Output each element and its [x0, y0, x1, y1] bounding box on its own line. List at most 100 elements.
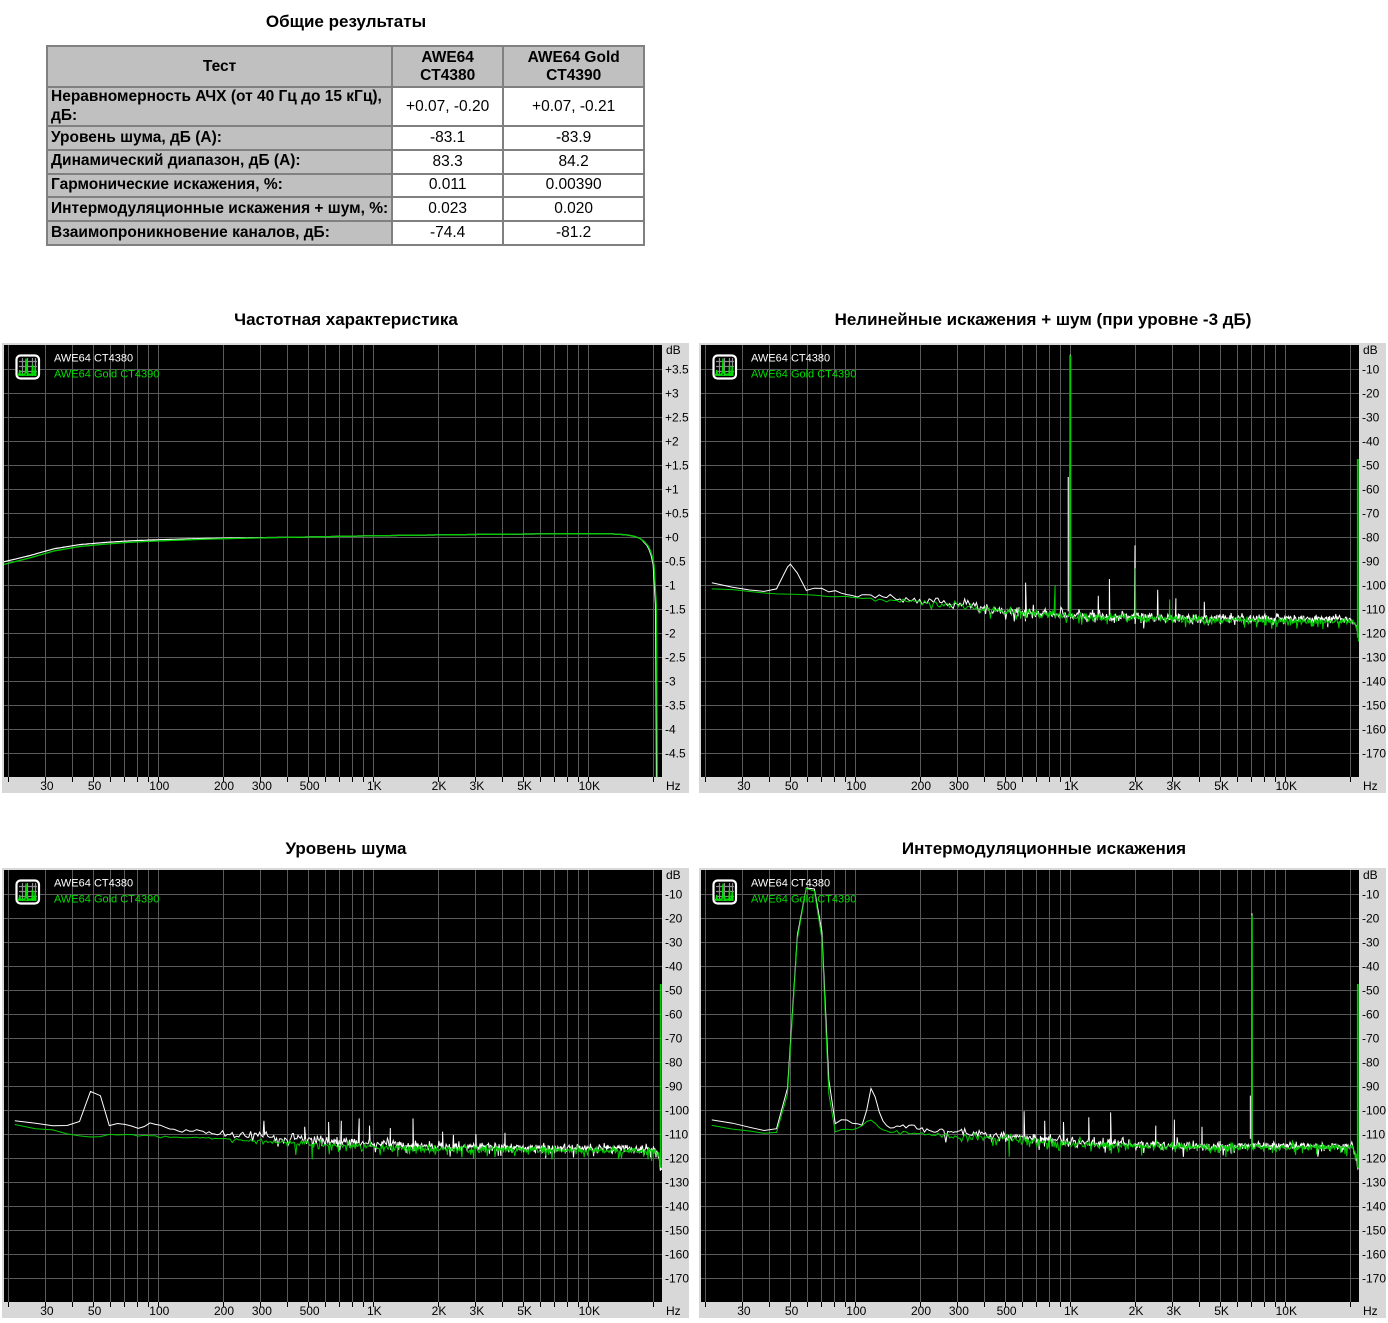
- svg-text:-60: -60: [1362, 483, 1380, 497]
- svg-text:-130: -130: [1362, 1176, 1386, 1190]
- svg-text:+2.5: +2.5: [665, 411, 689, 425]
- svg-text:2K: 2K: [1129, 1304, 1144, 1318]
- svg-text:100: 100: [149, 1304, 169, 1318]
- svg-text:+3: +3: [665, 387, 679, 401]
- svg-text:-20: -20: [1362, 912, 1380, 926]
- svg-text:-20: -20: [1362, 387, 1380, 401]
- svg-text:-80: -80: [1362, 1056, 1380, 1070]
- svg-text:+3.5: +3.5: [665, 363, 689, 377]
- svg-text:-160: -160: [1362, 1248, 1386, 1262]
- svg-text:-60: -60: [1362, 1008, 1380, 1022]
- svg-text:10K: 10K: [1276, 1304, 1297, 1318]
- svg-text:Hz: Hz: [1363, 1304, 1378, 1318]
- svg-text:5K: 5K: [1214, 1304, 1229, 1318]
- svg-text:1K: 1K: [367, 1304, 382, 1318]
- svg-text:-100: -100: [665, 1104, 689, 1118]
- svg-text:-60: -60: [665, 1008, 683, 1022]
- svg-text:200: 200: [911, 779, 931, 793]
- svg-text:10K: 10K: [1276, 779, 1297, 793]
- svg-text:+1.5: +1.5: [665, 459, 689, 473]
- svg-text:200: 200: [214, 1304, 234, 1318]
- svg-text:-90: -90: [665, 1080, 683, 1094]
- svg-text:5K: 5K: [517, 779, 532, 793]
- svg-text:Hz: Hz: [666, 1304, 681, 1318]
- svg-text:30: 30: [737, 1304, 751, 1318]
- svg-text:3K: 3K: [1167, 779, 1182, 793]
- svg-text:300: 300: [252, 779, 272, 793]
- svg-text:dB: dB: [1363, 343, 1378, 357]
- svg-text:1K: 1K: [1064, 779, 1079, 793]
- svg-text:-40: -40: [665, 960, 683, 974]
- svg-text:50: 50: [88, 1304, 102, 1318]
- svg-text:-50: -50: [1362, 984, 1380, 998]
- svg-text:AWE64 CT4380: AWE64 CT4380: [54, 878, 133, 890]
- svg-text:3K: 3K: [470, 779, 485, 793]
- svg-text:100: 100: [846, 779, 866, 793]
- svg-text:-90: -90: [1362, 555, 1380, 569]
- svg-text:-130: -130: [1362, 651, 1386, 665]
- svg-text:-1: -1: [665, 579, 676, 593]
- svg-text:500: 500: [300, 779, 320, 793]
- svg-text:30: 30: [40, 779, 54, 793]
- svg-text:-1.5: -1.5: [665, 603, 686, 617]
- svg-text:-4: -4: [665, 723, 676, 737]
- svg-text:-100: -100: [1362, 1104, 1386, 1118]
- svg-text:-20: -20: [665, 912, 683, 926]
- svg-text:-30: -30: [1362, 936, 1380, 950]
- svg-text:-170: -170: [1362, 747, 1386, 761]
- svg-text:50: 50: [785, 1304, 799, 1318]
- svg-text:-120: -120: [665, 1152, 689, 1166]
- svg-text:-3.5: -3.5: [665, 699, 686, 713]
- svg-text:dB: dB: [666, 343, 681, 357]
- svg-text:-4.5: -4.5: [665, 747, 686, 761]
- svg-text:-150: -150: [1362, 699, 1386, 713]
- svg-text:-50: -50: [1362, 459, 1380, 473]
- svg-text:300: 300: [949, 1304, 969, 1318]
- svg-text:-0.5: -0.5: [665, 555, 686, 569]
- svg-text:50: 50: [88, 779, 102, 793]
- svg-text:2K: 2K: [432, 1304, 447, 1318]
- svg-text:AWE64 CT4380: AWE64 CT4380: [751, 878, 830, 890]
- svg-text:+2: +2: [665, 435, 679, 449]
- svg-text:-140: -140: [1362, 1200, 1386, 1214]
- svg-text:AWE64 Gold CT4390: AWE64 Gold CT4390: [751, 369, 856, 381]
- svg-text:-170: -170: [1362, 1272, 1386, 1286]
- svg-text:-30: -30: [1362, 411, 1380, 425]
- svg-text:-10: -10: [1362, 363, 1380, 377]
- svg-text:-150: -150: [1362, 1224, 1386, 1238]
- svg-text:300: 300: [949, 779, 969, 793]
- svg-text:-140: -140: [1362, 675, 1386, 689]
- svg-text:dB: dB: [666, 868, 681, 882]
- svg-text:+0: +0: [665, 531, 679, 545]
- svg-text:-2: -2: [665, 627, 676, 641]
- svg-text:2K: 2K: [1129, 779, 1144, 793]
- svg-text:-40: -40: [1362, 960, 1380, 974]
- svg-text:-110: -110: [1362, 1128, 1385, 1142]
- svg-text:-120: -120: [1362, 1152, 1386, 1166]
- svg-text:AWE64 CT4380: AWE64 CT4380: [54, 353, 133, 365]
- svg-text:-3: -3: [665, 675, 676, 689]
- svg-text:-100: -100: [1362, 579, 1386, 593]
- svg-text:Hz: Hz: [666, 779, 681, 793]
- svg-text:-80: -80: [1362, 531, 1380, 545]
- svg-text:-80: -80: [665, 1056, 683, 1070]
- svg-text:AWE64 Gold CT4390: AWE64 Gold CT4390: [54, 894, 159, 906]
- svg-text:AWE64 Gold CT4390: AWE64 Gold CT4390: [54, 369, 159, 381]
- svg-text:dB: dB: [1363, 868, 1378, 882]
- svg-text:-160: -160: [665, 1248, 689, 1262]
- svg-text:1K: 1K: [1064, 1304, 1079, 1318]
- svg-text:AWE64 CT4380: AWE64 CT4380: [751, 353, 830, 365]
- svg-text:-170: -170: [665, 1272, 689, 1286]
- svg-text:AWE64 Gold CT4390: AWE64 Gold CT4390: [751, 894, 856, 906]
- svg-text:-120: -120: [1362, 627, 1386, 641]
- svg-text:-70: -70: [665, 1032, 683, 1046]
- svg-text:-110: -110: [1362, 603, 1385, 617]
- svg-text:1K: 1K: [367, 779, 382, 793]
- svg-text:3K: 3K: [470, 1304, 485, 1318]
- svg-text:100: 100: [846, 1304, 866, 1318]
- svg-text:-130: -130: [665, 1176, 689, 1190]
- svg-text:5K: 5K: [1214, 779, 1229, 793]
- svg-text:-70: -70: [1362, 507, 1380, 521]
- svg-text:-70: -70: [1362, 1032, 1380, 1046]
- svg-text:3K: 3K: [1167, 1304, 1182, 1318]
